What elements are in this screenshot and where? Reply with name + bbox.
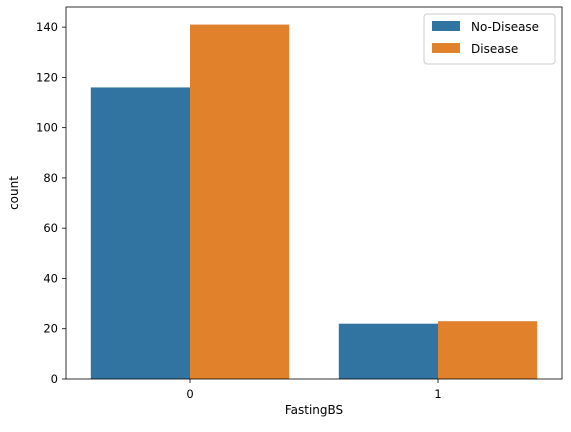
plot-frame [65,6,563,380]
legend-label-disease: Disease [471,42,518,56]
y-tick-label: 0 [51,372,58,386]
y-tick-label: 80 [43,171,58,185]
legend-label-no-disease: No-Disease [471,20,539,34]
y-axis: 0 20 40 60 80 100 120 140 [36,20,66,386]
x-tick-label: 1 [434,387,441,401]
y-tick-label: 120 [36,70,58,84]
bar-disease-0 [190,24,290,380]
y-tick-label: 60 [43,221,58,235]
bar-disease-1 [438,321,538,379]
x-tick-label: 0 [186,387,193,401]
bar-no-disease-0 [90,87,190,380]
legend-swatch-no-disease [432,21,460,31]
y-tick-label: 140 [36,20,58,34]
legend-swatch-disease [432,43,460,53]
y-tick-label: 40 [43,271,58,285]
bars-group [90,24,538,380]
bar-no-disease-1 [338,323,438,379]
legend: No-Disease Disease [423,13,556,65]
x-axis-label: FastingBS [285,403,343,417]
y-tick-label: 20 [43,322,58,336]
y-axis-label: count [7,176,21,210]
y-tick-label: 100 [36,121,58,135]
